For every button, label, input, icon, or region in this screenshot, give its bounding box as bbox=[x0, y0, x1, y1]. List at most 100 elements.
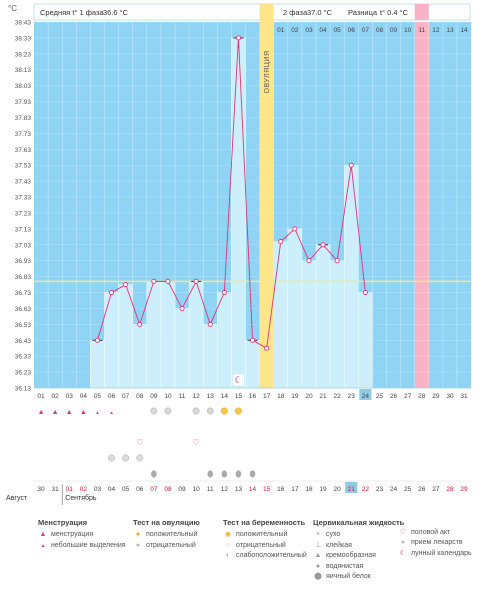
small-drop-icon: ▲ bbox=[40, 542, 46, 549]
y-tick-label: 36.63 bbox=[15, 306, 32, 313]
month-label: Август bbox=[6, 495, 28, 502]
date-label: 14 bbox=[249, 486, 257, 493]
after-ovulation-day-label: 11 bbox=[418, 27, 425, 34]
date-label: 22 bbox=[362, 486, 370, 493]
heart-icon: ♡ bbox=[399, 529, 407, 536]
drop-icon: ▲ bbox=[52, 409, 59, 416]
temperature-point bbox=[306, 258, 312, 264]
y-tick-label: 37.53 bbox=[15, 163, 32, 170]
y-tick-label: 36.73 bbox=[15, 290, 32, 297]
legend-ovtest-title: Тест на овуляцию bbox=[133, 518, 200, 527]
legend-other: ♡ половой акт ● прием лекарств ☾ лунный кал… bbox=[398, 528, 472, 559]
y-tick-label: 37.73 bbox=[15, 131, 32, 138]
temperature-point bbox=[123, 282, 129, 288]
y-tick-label: 36.53 bbox=[15, 322, 32, 329]
temperature-point bbox=[221, 289, 227, 296]
egg-white-icon bbox=[249, 470, 256, 478]
y-tick-label: 36.43 bbox=[15, 338, 32, 345]
drop-icon: ▲ bbox=[80, 409, 87, 416]
unit-label: °C bbox=[8, 4, 17, 13]
cycle-day-label: 10 bbox=[164, 393, 172, 400]
temperature-point bbox=[207, 321, 213, 327]
cycle-day-label: 29 bbox=[432, 393, 440, 400]
date-label: 13 bbox=[235, 486, 243, 493]
cycle-day-label: 21 bbox=[319, 393, 327, 400]
y-tick-label: 38.13 bbox=[15, 67, 32, 74]
temperature-point bbox=[193, 278, 199, 284]
legend-pregnancy-test: Тест на беременность ◉ положительный ○ отр… bbox=[223, 518, 307, 562]
cycle-day-label: 11 bbox=[179, 393, 186, 400]
legend-fluid-item: яичный белок bbox=[326, 573, 371, 581]
pill-icon bbox=[122, 454, 130, 462]
y-tick-label: 37.93 bbox=[15, 99, 32, 106]
temperature-point bbox=[334, 258, 340, 264]
cycle-day-label: 16 bbox=[249, 393, 257, 400]
temperature-bar bbox=[174, 308, 190, 389]
temperature-bar bbox=[273, 241, 289, 389]
temperature-point bbox=[151, 278, 157, 284]
legend-fluid-item: кремообразная bbox=[326, 552, 376, 560]
date-label: 06 bbox=[136, 486, 144, 493]
after-ovulation-day-label: 08 bbox=[376, 27, 384, 34]
cycle-day-label: 27 bbox=[404, 393, 412, 400]
date-label: 29 bbox=[460, 486, 468, 493]
legend: Менструация ▲ менструация ▲ небольшие выде… bbox=[0, 518, 499, 600]
y-tick-label: 38.33 bbox=[15, 35, 32, 42]
small-drop-icon: ▲ bbox=[109, 410, 113, 415]
after-ovulation-day-label: 07 bbox=[362, 27, 370, 34]
drop-icon: ▲ bbox=[66, 409, 73, 416]
ovulation-negative-icon bbox=[192, 407, 200, 415]
today-cell bbox=[359, 389, 372, 400]
pregnancy-positive-icon: ◉ bbox=[224, 531, 232, 539]
date-label: 26 bbox=[418, 486, 426, 493]
egg-white-icon bbox=[235, 470, 242, 478]
temperature-point bbox=[278, 239, 284, 245]
date-label: 11 bbox=[207, 486, 214, 493]
legend-mens-item: небольшие выделения bbox=[51, 541, 126, 549]
temperature-bar bbox=[90, 340, 105, 389]
temperature-bar bbox=[202, 324, 218, 389]
temperature-point bbox=[137, 321, 143, 327]
ovulation-negative-icon bbox=[164, 407, 172, 415]
temperature-line bbox=[97, 37, 366, 349]
legend-menstruation: Менструация ▲ менструация ▲ небольшие выде… bbox=[38, 518, 126, 551]
date-label: 05 bbox=[122, 486, 130, 493]
legend-ovtest-item: отрицательный bbox=[146, 541, 196, 549]
cycle-day-label: 09 bbox=[150, 393, 158, 400]
temperature-point bbox=[320, 242, 326, 248]
egg-white-icon bbox=[221, 470, 228, 478]
cycle-day-label: 18 bbox=[277, 393, 285, 400]
cycle-day-label: 30 bbox=[446, 393, 454, 400]
date-label: 31 bbox=[52, 486, 60, 493]
after-ovulation-day-label: 13 bbox=[446, 27, 454, 34]
date-label: 30 bbox=[37, 486, 45, 493]
y-tick-label: 37.43 bbox=[15, 179, 32, 186]
cycle-day-label: 03 bbox=[66, 393, 74, 400]
cycle-day-label: 08 bbox=[136, 393, 144, 400]
cycle-day-label: 25 bbox=[376, 393, 384, 400]
temperature-point bbox=[235, 35, 241, 41]
header-bar bbox=[33, 3, 471, 21]
temperature-bar bbox=[245, 340, 260, 389]
after-ovulation-mens-cell bbox=[414, 4, 429, 20]
phase1-label: Средняя t° 1 фаза bbox=[40, 8, 104, 17]
temperature-bar bbox=[217, 292, 232, 389]
sun-icon: ● bbox=[135, 531, 141, 539]
moon-marker-bg bbox=[232, 374, 244, 386]
ovulation-negative-icon bbox=[150, 407, 158, 415]
y-tick-label: 37.03 bbox=[15, 242, 32, 249]
date-label: 09 bbox=[178, 486, 186, 493]
temperature-bar bbox=[315, 244, 331, 389]
temperature-point bbox=[292, 226, 298, 232]
y-tick-label: 36.83 bbox=[15, 274, 32, 281]
temperature-bar bbox=[118, 284, 133, 389]
pill-icon bbox=[136, 454, 144, 462]
date-label: 16 bbox=[277, 486, 285, 493]
ovulation-column bbox=[259, 4, 274, 389]
heart-icon: ♡ bbox=[136, 438, 143, 447]
temperature-point bbox=[264, 345, 270, 351]
cycle-day-label: 06 bbox=[108, 393, 116, 400]
legend-menstruation-title: Менструация bbox=[38, 518, 88, 527]
temperature-point bbox=[249, 337, 256, 343]
y-tick-label: 36.93 bbox=[15, 258, 32, 265]
